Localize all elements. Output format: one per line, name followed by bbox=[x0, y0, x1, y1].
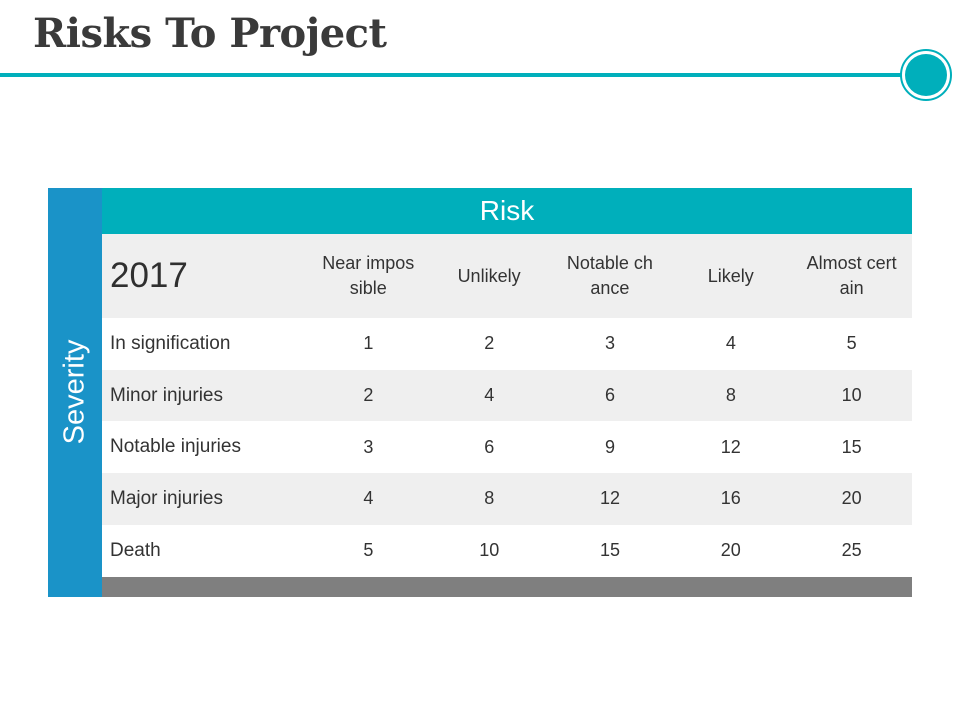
table-cell: 9 bbox=[605, 436, 616, 457]
table-cell: 4 bbox=[725, 333, 736, 354]
table-row: Notable injuries 3 6 9 12 15 bbox=[102, 421, 912, 473]
table-footer-bar bbox=[102, 577, 912, 597]
column-header: Notable chance bbox=[566, 253, 653, 298]
table-cell: 3 bbox=[605, 333, 616, 354]
table-cell: 4 bbox=[484, 385, 495, 406]
table-cell: 25 bbox=[841, 540, 862, 561]
table-cell: 16 bbox=[720, 488, 741, 509]
table-cell: 20 bbox=[720, 540, 741, 561]
table-cell: 2 bbox=[484, 333, 495, 354]
severity-label: Severity bbox=[58, 339, 91, 445]
table-cell: 12 bbox=[600, 488, 621, 509]
severity-bar bbox=[48, 188, 102, 597]
decorative-circle bbox=[905, 54, 947, 96]
table-header-row: 2017 Near impossible Unlikely Notable ch… bbox=[102, 234, 912, 318]
table-row: Death 5 10 15 20 25 bbox=[102, 525, 912, 577]
table-cell: 10 bbox=[479, 540, 500, 561]
column-header: Near impossible bbox=[322, 253, 415, 298]
row-label: Notable injuries bbox=[110, 436, 241, 458]
row-label: In signification bbox=[110, 332, 231, 354]
table-cell: 2 bbox=[363, 385, 374, 406]
table-cell: 12 bbox=[720, 436, 741, 457]
risk-header: Risk bbox=[102, 188, 912, 234]
table-cell: 6 bbox=[605, 385, 616, 406]
table-cell: 4 bbox=[363, 488, 374, 509]
risk-header-label: Risk bbox=[479, 195, 535, 226]
table-row: In signification 1 2 3 4 5 bbox=[102, 318, 912, 370]
table-cell: 8 bbox=[484, 488, 495, 509]
table-cell: 15 bbox=[841, 436, 862, 457]
table-row: Minor injuries 2 4 6 8 10 bbox=[102, 369, 912, 422]
column-header: Unlikely bbox=[457, 265, 521, 286]
title-divider bbox=[0, 73, 908, 77]
table-cell: 5 bbox=[846, 333, 857, 354]
row-label: Death bbox=[110, 539, 161, 561]
row-label: Minor injuries bbox=[110, 384, 223, 406]
table-row: Major injuries 4 8 12 16 20 bbox=[102, 473, 912, 525]
page-title: Risks To Project bbox=[33, 10, 387, 57]
table-cell: 10 bbox=[841, 385, 862, 406]
table-cell: 5 bbox=[363, 540, 374, 561]
table-cell: 1 bbox=[363, 333, 374, 354]
year-cell: 2017 bbox=[110, 256, 188, 295]
column-header: Almost certain bbox=[806, 253, 897, 298]
risk-matrix-table: 2017 Near impossible Unlikely Notable ch… bbox=[102, 234, 912, 576]
table-cell: 15 bbox=[600, 540, 621, 561]
table-cell: 6 bbox=[484, 436, 495, 457]
table-cell: 20 bbox=[841, 488, 862, 509]
table-cell: 3 bbox=[363, 436, 374, 457]
row-label: Major injuries bbox=[110, 487, 223, 509]
table-cell: 8 bbox=[725, 385, 736, 406]
column-header: Likely bbox=[707, 265, 754, 286]
